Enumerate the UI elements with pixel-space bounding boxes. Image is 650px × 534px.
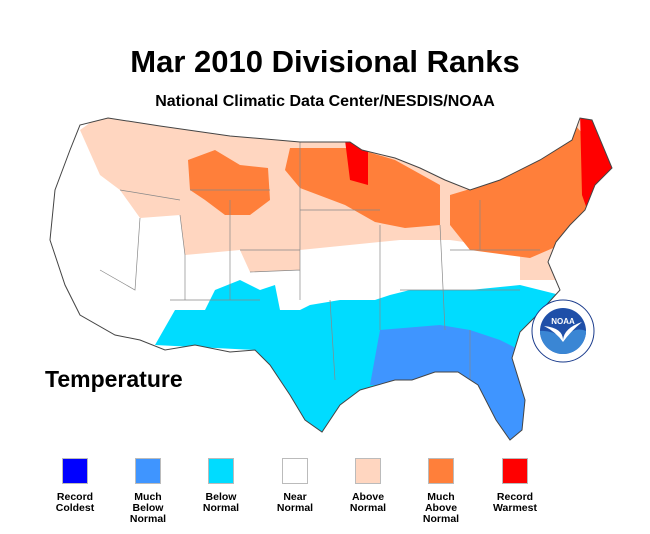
legend-label: Normal [202,502,240,514]
legend-item-below-normal: Below Normal [176,458,266,514]
legend-label: Warmest [493,502,537,514]
legend-swatch [428,458,454,484]
legend-item-record-warmest: Record Warmest [470,458,560,514]
legend-label: Above [424,502,458,514]
state-boundaries [99,140,540,381]
legend-label: Coldest [55,502,95,514]
record-warmest-minnesota [345,140,368,185]
legend-label: Below [132,502,164,514]
legend-swatch [282,458,308,484]
legend-swatch [355,458,381,484]
map-subtitle: National Climatic Data Center/NESDIS/NOA… [155,93,495,110]
legend-swatch [502,458,528,484]
legend-label: Much [134,491,162,503]
near-normal-central [300,240,520,290]
legend-label: Normal [422,513,460,525]
legend-label: Record [56,491,94,503]
legend-item-near-normal: Near Normal [250,458,340,514]
record-warmest-maine [580,118,612,212]
legend-swatch [208,458,234,484]
legend-label: Below [205,491,237,503]
legend-label: Normal [129,513,167,525]
noaa-logo: NOAA [531,299,595,363]
variable-label: Temperature [45,366,183,392]
legend-item-above-normal: Above Normal [323,458,413,514]
legend-label: Above [351,491,385,503]
much-above-normal-midwest [285,148,440,228]
legend-item-much-above-normal: Much Above Normal [396,458,486,525]
svg-text:NOAA: NOAA [551,317,575,326]
legend-swatch [135,458,161,484]
legend-label: Much [427,491,455,503]
legend-item-record-coldest: Record Coldest [30,458,120,514]
much-above-normal-west [188,150,270,215]
legend-label: Near [283,491,307,503]
legend-label: Normal [276,502,314,514]
legend-swatch [62,458,88,484]
legend-item-much-below-normal: Much Below Normal [103,458,193,525]
map-title: Mar 2010 Divisional Ranks [130,44,520,79]
legend-label: Normal [349,502,387,514]
legend-label: Record [496,491,534,503]
